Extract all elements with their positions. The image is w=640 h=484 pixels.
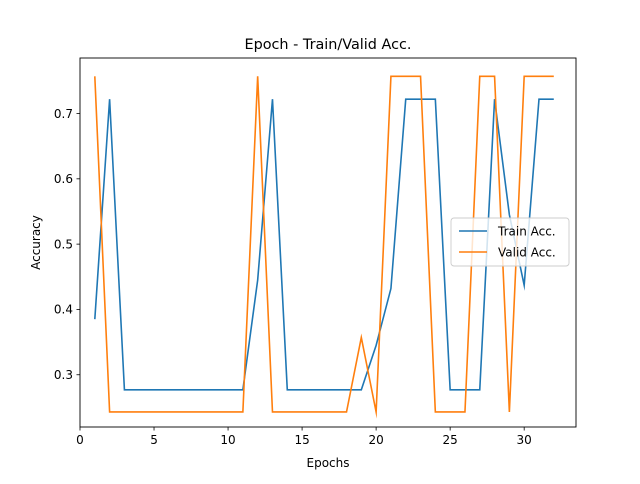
y-tick-label: 0.3 [54,368,73,382]
legend-valid-label: Valid Acc. [498,246,556,260]
x-tick-label: 5 [150,433,158,447]
train-acc-line [94,98,554,391]
plot-frame [79,57,577,428]
x-axis-label: Epochs [307,456,350,470]
valid-acc-line [94,75,554,419]
legend-box [450,217,570,267]
y-axis-label: Accuracy [29,215,43,270]
y-tick-label: 0.5 [54,237,73,251]
y-tick-label: 0.6 [54,172,73,186]
x-tick-label: 0 [76,433,84,447]
y-tick-label: 0.7 [54,107,73,121]
legend-train-label: Train Acc. [497,225,556,239]
y-tick-label: 0.4 [54,303,73,317]
x-tick-label: 10 [220,433,235,447]
x-tick-label: 30 [517,433,532,447]
x-tick-label: 15 [294,433,309,447]
chart-title: Epoch - Train/Valid Acc. [244,37,411,53]
x-tick-label: 20 [368,433,383,447]
x-tick-label: 25 [443,433,458,447]
plot-area: 0 5 10 15 20 25 30 0.3 0.4 0.5 0.6 0.7 [54,75,554,447]
legend: Train Acc. Valid Acc. [450,217,570,267]
